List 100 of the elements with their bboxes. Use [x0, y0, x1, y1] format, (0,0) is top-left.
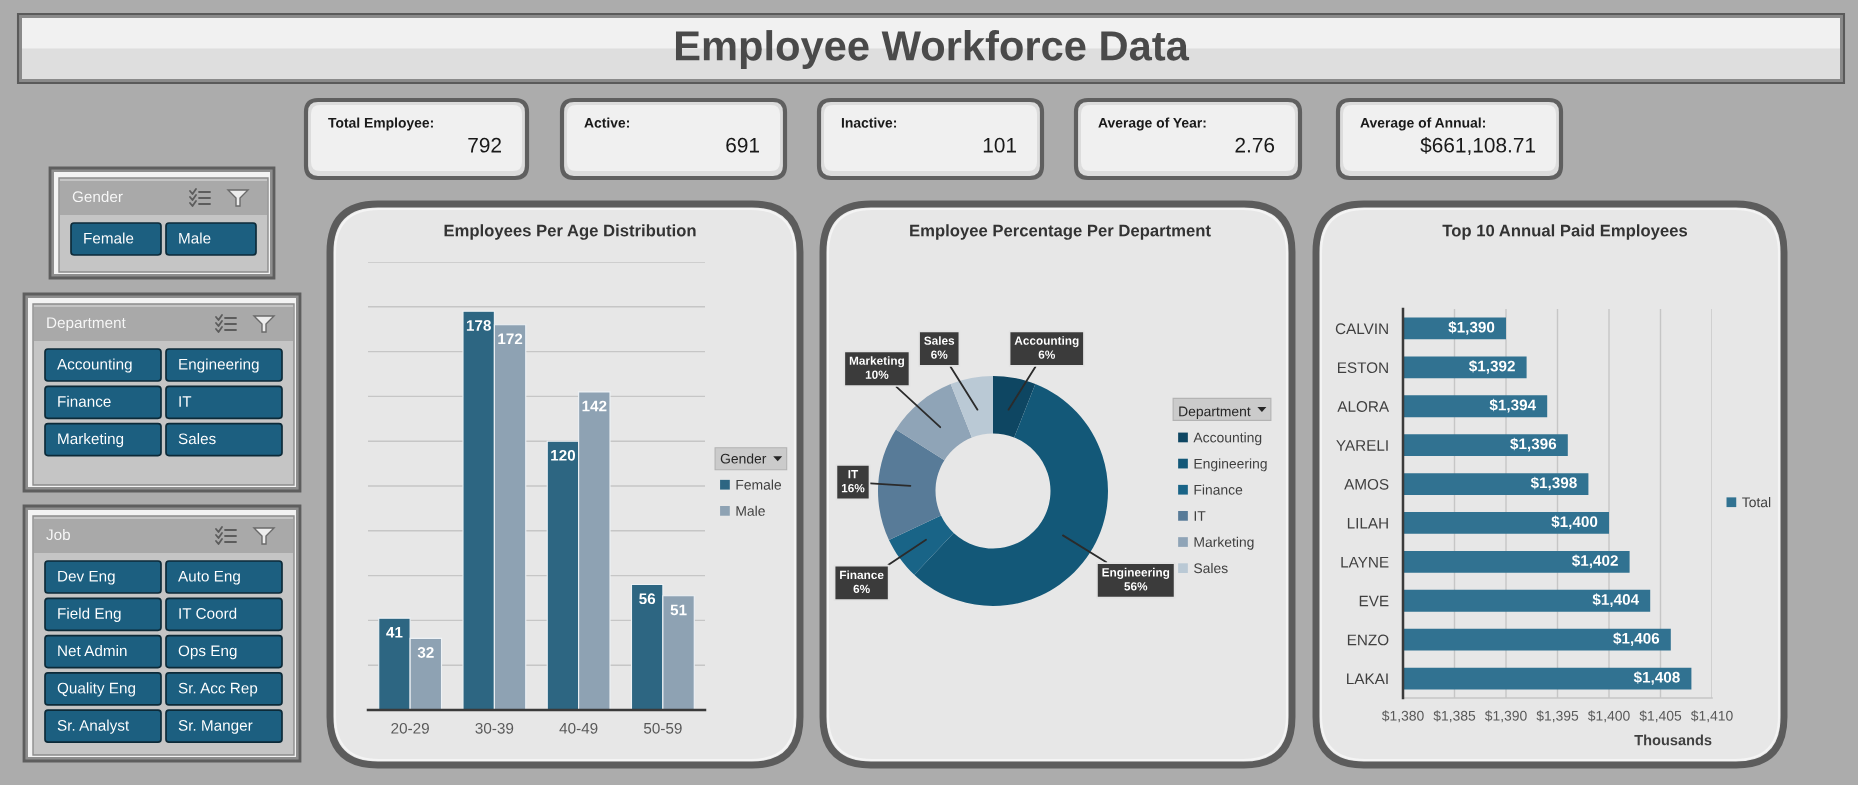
y-tick-label: EVE	[1359, 595, 1389, 607]
data-label: 56	[639, 593, 656, 605]
y-tick-label: ALORA	[1337, 401, 1390, 412]
legend-label: Engineering	[1194, 458, 1267, 472]
data-label: 6%	[1038, 350, 1055, 359]
y-tick-label: LILAH	[1347, 517, 1388, 529]
text: Accounting	[57, 358, 132, 373]
text: Inactive:	[841, 117, 897, 128]
chart-title: Top 10 Annual Paid Employees	[1442, 224, 1688, 240]
data-label: 120	[551, 449, 576, 461]
y-tick-label: ESTON	[1338, 362, 1388, 374]
text: Male	[179, 232, 211, 244]
donut-slice	[878, 429, 945, 540]
data-label: 56%	[1124, 582, 1148, 591]
data-label: $1,394	[1489, 398, 1537, 413]
legend-label: Male	[736, 505, 765, 516]
slice-label: Accounting	[1014, 336, 1079, 348]
text: IT	[179, 396, 192, 407]
data-label: 51	[670, 604, 687, 616]
data-label: 172	[498, 333, 523, 345]
legend-label: Accounting	[1193, 432, 1262, 446]
text: Sales	[178, 432, 216, 445]
data-label: 10%	[865, 370, 889, 379]
data-label: $1,404	[1592, 593, 1640, 608]
text: $661,108.71	[1420, 136, 1535, 156]
x-tick-label: 40-49	[559, 722, 598, 734]
data-label: 32	[417, 647, 434, 658]
text: Auto Eng	[178, 570, 240, 585]
slice-label: Marketing	[849, 356, 904, 368]
text: Sr. Acc Rep	[178, 682, 258, 697]
text: Active:	[584, 117, 629, 128]
y-tick-label: LAYNE	[1341, 556, 1389, 568]
donut-slice	[993, 376, 1036, 438]
text: Job	[46, 528, 70, 541]
text: Gender	[72, 190, 123, 203]
data-label: 178	[466, 320, 491, 331]
x-tick-label: $1,390	[1484, 710, 1527, 723]
legend-label: Total	[1742, 497, 1771, 508]
x-tick-label: $1,410	[1690, 710, 1733, 723]
text: Finance	[58, 395, 111, 407]
text: Average of Year:	[1098, 117, 1206, 131]
y-tick-label: AMOS	[1344, 478, 1389, 490]
y-tick-label: ENZO	[1347, 634, 1389, 646]
slice-label: Engineering	[1102, 567, 1170, 579]
data-label: 16%	[841, 484, 865, 493]
text: 792	[468, 137, 501, 153]
slice-label: IT	[848, 470, 859, 479]
text: 101	[983, 137, 1016, 153]
legend-label: Finance	[1194, 484, 1243, 495]
data-label: 6%	[853, 584, 870, 594]
text: Engineering	[179, 358, 259, 373]
data-label: 142	[582, 400, 607, 412]
data-label: $1,396	[1510, 437, 1557, 452]
x-tick-label: $1,400	[1587, 710, 1630, 723]
text: IT Coord	[179, 607, 237, 619]
data-label: 41	[386, 627, 403, 638]
donut-slice	[950, 376, 993, 438]
legend-label: IT	[1194, 511, 1206, 521]
data-label: 6%	[931, 350, 948, 359]
text: Sr. Manger	[178, 719, 253, 734]
text: Ops Eng	[178, 645, 237, 660]
data-label: $1,402	[1571, 554, 1618, 569]
text: Quality Eng	[57, 682, 135, 697]
donut-slice	[895, 384, 972, 461]
text: Field Eng	[58, 607, 121, 622]
slice-label: Finance	[840, 570, 884, 580]
x-tick-label: 30-39	[475, 722, 514, 734]
legend-label: Marketing	[1194, 536, 1254, 550]
x-tick-label: $1,395	[1536, 710, 1579, 723]
text: Average of Annual:	[1360, 117, 1485, 131]
y-tick-label: LAKAI	[1347, 673, 1388, 685]
chart-title: Employees Per Age Distribution	[444, 224, 696, 240]
legend-title: Department	[1179, 406, 1251, 420]
data-label: $1,408	[1633, 671, 1680, 685]
text: 691	[726, 137, 759, 153]
x-tick-label: 20-29	[391, 722, 429, 734]
data-label: $1,398	[1530, 476, 1577, 491]
text: Department	[47, 317, 126, 332]
text: 2.76	[1235, 137, 1275, 153]
legend-title: Gender	[720, 453, 767, 464]
data-label: $1,400	[1551, 515, 1598, 530]
text: Female	[84, 232, 134, 244]
legend-label: Female	[736, 479, 782, 490]
x-tick-label: $1,405	[1639, 710, 1682, 723]
y-tick-label: YARELI	[1336, 440, 1388, 451]
x-tick-label: $1,385	[1433, 710, 1476, 723]
data-label: $1,406	[1613, 632, 1660, 646]
data-label: $1,392	[1468, 359, 1515, 374]
y-tick-label: CALVIN	[1335, 323, 1388, 335]
legend-label: Sales	[1194, 562, 1228, 574]
text: Sr. Analyst	[57, 719, 130, 734]
text: Marketing	[58, 432, 124, 448]
text: Net Admin	[58, 644, 127, 657]
donut-slice	[888, 515, 954, 575]
x-tick-label: $1,380	[1381, 710, 1424, 723]
slice-label: Sales	[924, 336, 955, 345]
text: Employee Workforce Data	[675, 30, 1190, 69]
data-label: $1,390	[1448, 321, 1495, 335]
x-axis-title: Thousands	[1634, 734, 1712, 746]
text: Dev Eng	[58, 570, 115, 585]
